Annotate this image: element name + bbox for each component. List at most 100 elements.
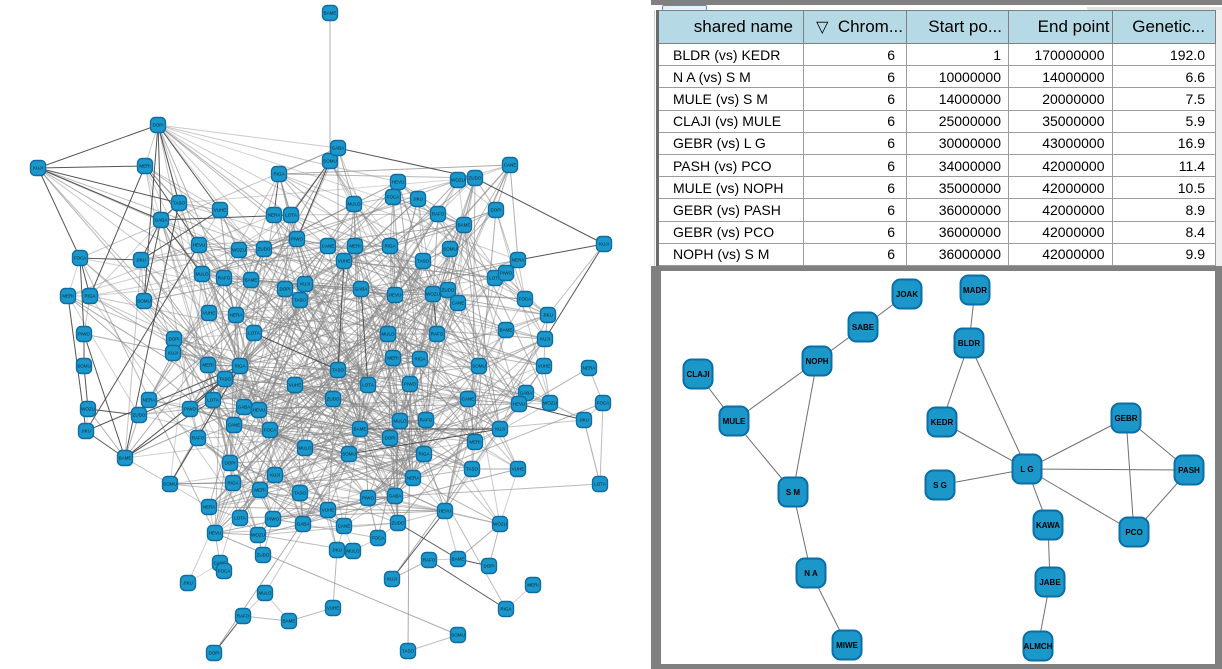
svg-text:SOMU: SOMU (323, 159, 337, 164)
svg-text:KUJI: KUJI (387, 577, 397, 582)
svg-text:SOMU: SOMU (472, 364, 486, 369)
svg-text:RIGA: RIGA (414, 357, 425, 362)
svg-text:SOMU: SOMU (77, 364, 91, 369)
svg-text:MERI: MERI (62, 294, 73, 299)
svg-text:CANE: CANE (228, 423, 241, 428)
svg-text:NERA: NERA (583, 366, 596, 371)
svg-text:WOZU: WOZU (493, 522, 507, 527)
svg-text:LOTA: LOTA (285, 213, 296, 218)
svg-text:JIKU: JIKU (579, 418, 589, 423)
svg-text:RIGA: RIGA (384, 244, 395, 249)
svg-text:FOCA: FOCA (264, 428, 277, 433)
svg-text:SOMU: SOMU (451, 633, 465, 638)
svg-text:JIKU: JIKU (332, 548, 342, 553)
svg-text:BLDR: BLDR (958, 339, 980, 348)
svg-text:BAME: BAME (283, 619, 296, 624)
svg-text:MERI: MERI (349, 244, 360, 249)
svg-text:CANE: CANE (462, 397, 475, 402)
svg-text:NOPH: NOPH (805, 357, 828, 366)
svg-text:FOCA: FOCA (519, 297, 532, 302)
svg-text:MULO: MULO (298, 446, 312, 451)
svg-text:KUJI: KUJI (540, 337, 550, 342)
svg-text:N A: N A (804, 569, 818, 578)
svg-text:GABA: GABA (355, 287, 368, 292)
svg-text:MIWE: MIWE (836, 641, 858, 650)
svg-text:CLAJI: CLAJI (686, 370, 709, 379)
svg-text:RIGA: RIGA (227, 481, 238, 486)
svg-text:VUHE: VUHE (289, 383, 302, 388)
svg-text:TASO: TASO (466, 467, 478, 472)
svg-text:RAFO: RAFO (218, 276, 231, 281)
svg-text:NERA: NERA (230, 313, 243, 318)
svg-text:CANE: CANE (322, 244, 335, 249)
svg-text:MULE: MULE (723, 417, 746, 426)
svg-text:RIGA: RIGA (234, 364, 245, 369)
svg-text:HEVU: HEVU (392, 180, 405, 185)
svg-text:MERI: MERI (527, 583, 538, 588)
svg-text:VUHE: VUHE (512, 467, 525, 472)
svg-text:VUHE: VUHE (538, 364, 551, 369)
svg-text:HEVU: HEVU (253, 408, 266, 413)
svg-text:JIKU: JIKU (543, 313, 553, 318)
svg-text:CANE: CANE (504, 163, 517, 168)
svg-text:DOPI: DOPI (152, 123, 163, 128)
svg-text:NERA: NERA (407, 476, 420, 481)
svg-text:GABA: GABA (520, 391, 533, 396)
svg-text:KUJI: KUJI (33, 166, 43, 171)
svg-text:MULO: MULO (258, 591, 272, 596)
svg-text:PCO: PCO (1125, 528, 1142, 537)
svg-text:GABA: GABA (389, 494, 402, 499)
svg-text:TASO: TASO (219, 377, 231, 382)
svg-text:FOCA: FOCA (74, 256, 87, 261)
svg-text:JIKU: JIKU (136, 258, 146, 263)
svg-text:JIKU: JIKU (81, 429, 91, 434)
svg-text:BAME: BAME (452, 557, 465, 562)
svg-text:DOPI: DOPI (483, 564, 494, 569)
svg-text:VUHE: VUHE (327, 606, 340, 611)
svg-text:PIWO: PIWO (404, 382, 416, 387)
svg-text:HEVU: HEVU (193, 243, 206, 248)
svg-text:RAFO: RAFO (431, 332, 444, 337)
svg-text:WOZU: WOZU (232, 248, 246, 253)
svg-text:ZUDO: ZUDO (133, 413, 146, 418)
svg-text:BAME: BAME (354, 427, 367, 432)
svg-text:TASO: TASO (417, 259, 429, 264)
svg-text:TASO: TASO (173, 201, 185, 206)
svg-text:HEVU: HEVU (439, 509, 452, 514)
svg-text:RIGA: RIGA (500, 607, 511, 612)
svg-text:TASO: TASO (402, 649, 414, 654)
svg-text:TASO: TASO (294, 298, 306, 303)
svg-text:LOTA: LOTA (362, 383, 373, 388)
svg-text:KUJI: KUJI (495, 427, 505, 432)
svg-text:RIGA: RIGA (84, 294, 95, 299)
svg-text:PASH: PASH (1178, 466, 1200, 475)
svg-text:BAME: BAME (500, 328, 513, 333)
svg-text:HEVU: HEVU (389, 293, 402, 298)
svg-text:VUHE: VUHE (338, 259, 351, 264)
svg-text:SOMU: SOMU (342, 452, 356, 457)
svg-text:SOMU: SOMU (137, 299, 151, 304)
svg-text:SABE: SABE (852, 323, 875, 332)
svg-text:ZUDO: ZUDO (392, 521, 405, 526)
svg-text:PIWO: PIWO (184, 407, 196, 412)
svg-text:GABA: GABA (332, 146, 345, 151)
svg-text:VUHE: VUHE (214, 208, 227, 213)
svg-text:VUHE: VUHE (203, 311, 216, 316)
svg-text:DOPI: DOPI (384, 436, 395, 441)
svg-text:WOZU: WOZU (251, 533, 265, 538)
svg-text:GEBR: GEBR (1114, 414, 1137, 423)
svg-text:S G: S G (933, 481, 947, 490)
svg-text:DOPI: DOPI (168, 337, 179, 342)
svg-text:SOMU: SOMU (163, 482, 177, 487)
svg-text:CANE: CANE (452, 301, 465, 306)
svg-text:JABE: JABE (1039, 578, 1061, 587)
svg-text:JIKU: JIKU (183, 581, 193, 586)
svg-text:PIWO: PIWO (500, 271, 512, 276)
svg-text:ALMCH: ALMCH (1024, 642, 1053, 651)
svg-text:PIWO: PIWO (78, 332, 90, 337)
svg-text:RAFO: RAFO (423, 558, 436, 563)
svg-text:KUJI: KUJI (168, 351, 178, 356)
svg-text:ZUDO: ZUDO (258, 247, 271, 252)
svg-text:ZUDO: ZUDO (469, 176, 482, 181)
svg-text:L G: L G (1020, 465, 1033, 474)
